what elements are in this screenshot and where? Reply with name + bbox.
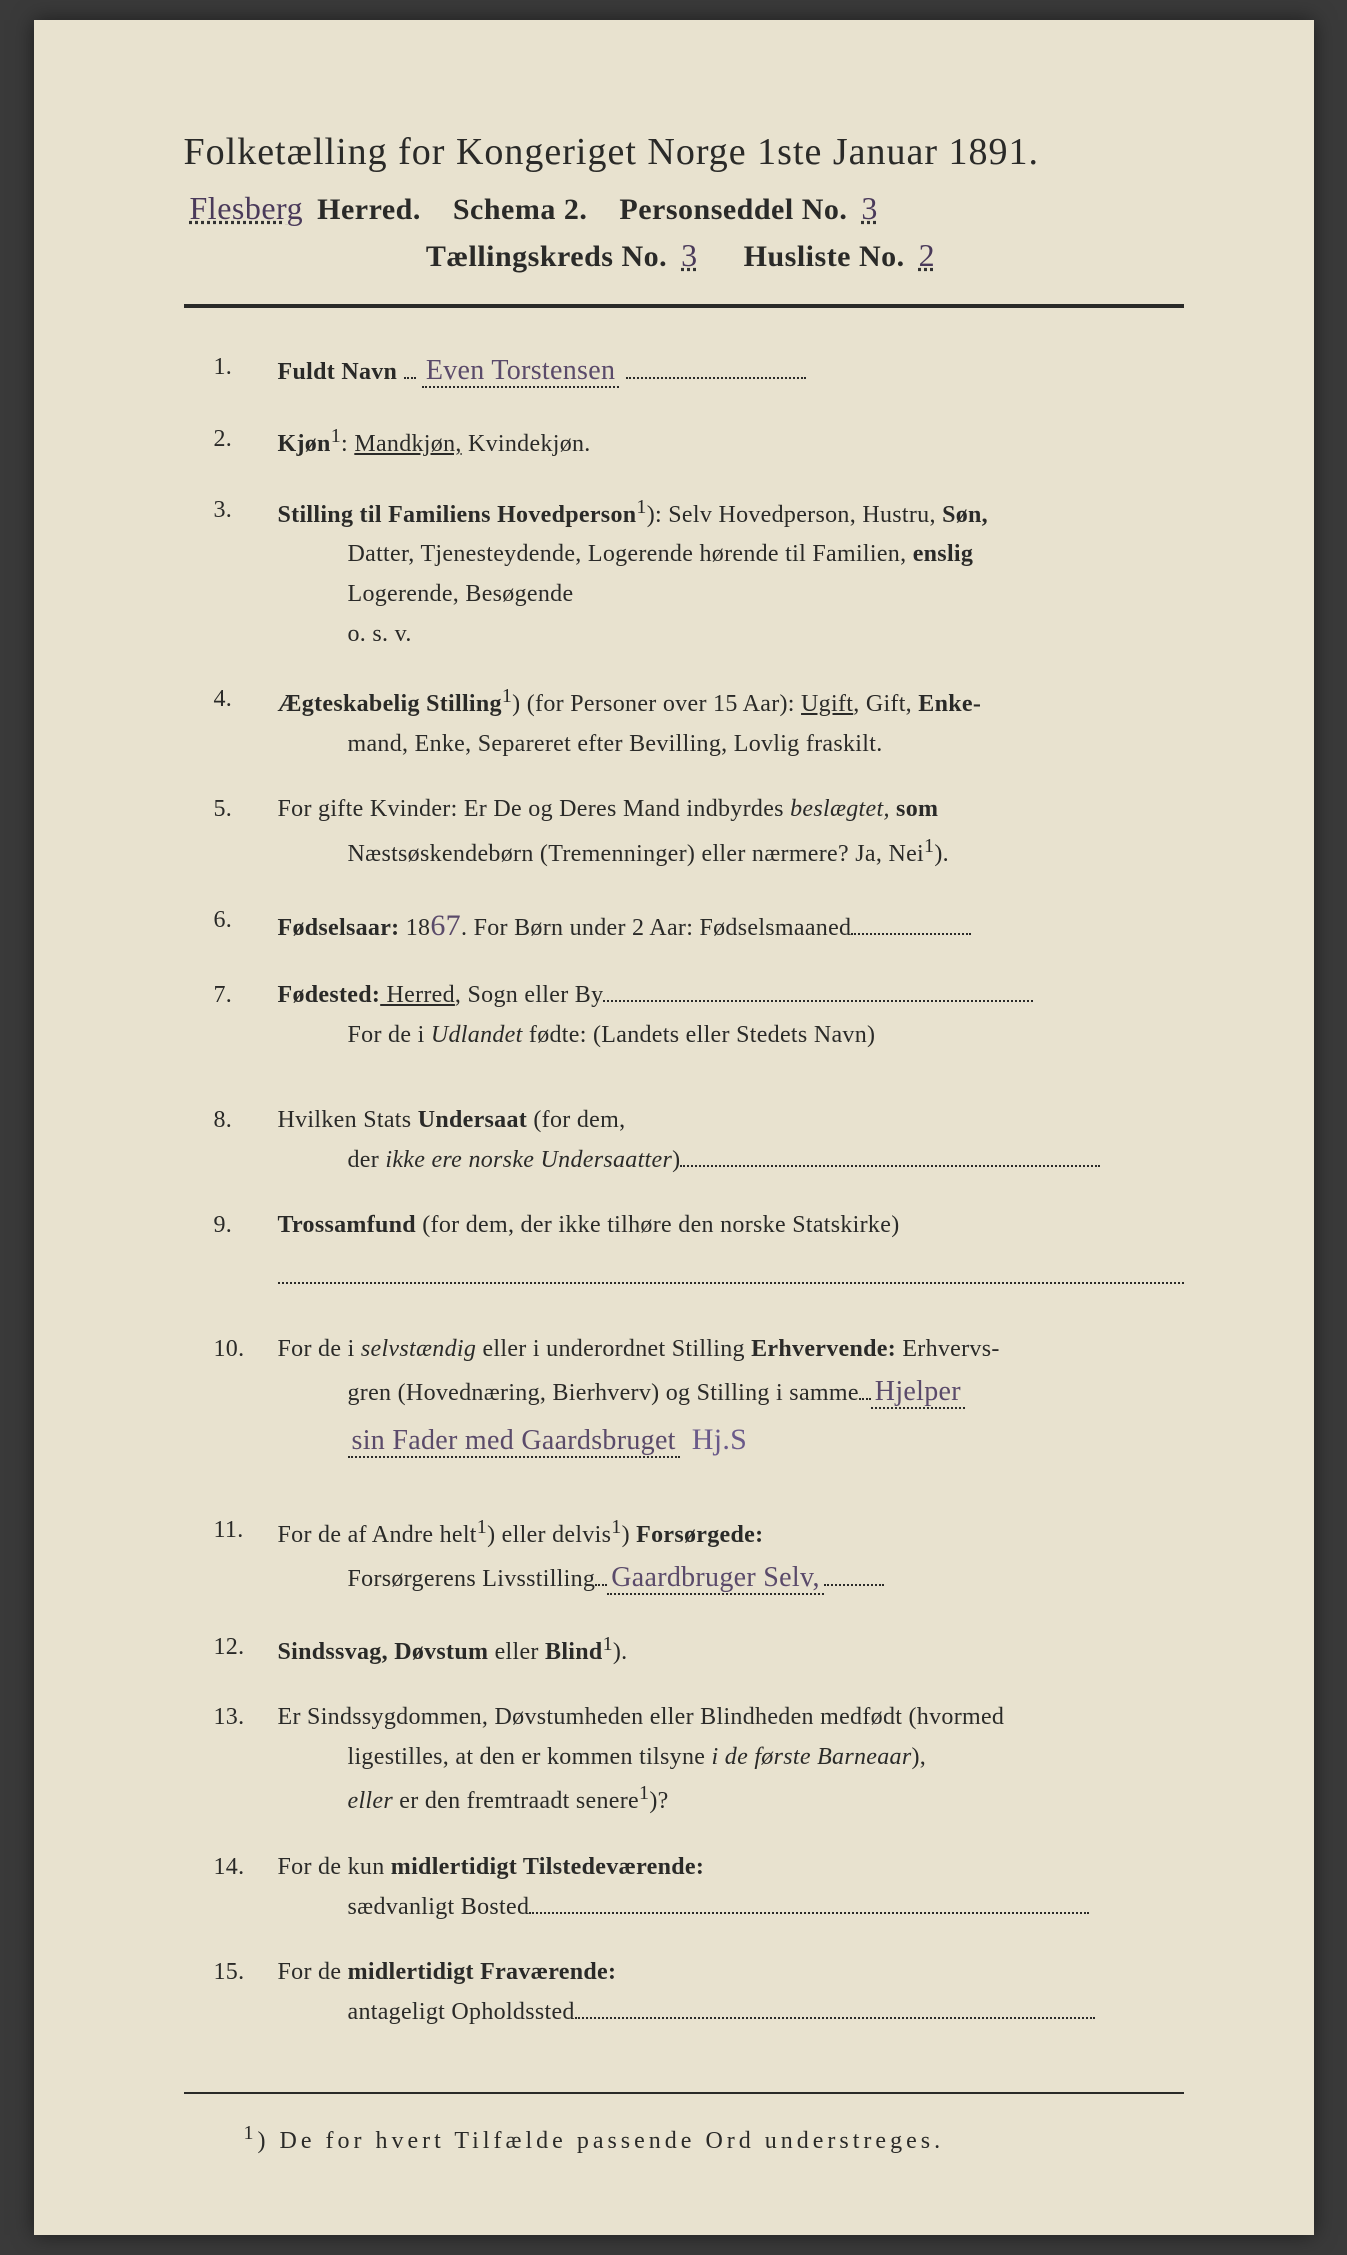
field-label: Fødested: <box>278 982 381 1008</box>
header-line-3: Tællingskreds No. 3 Husliste No. 2 <box>184 237 1184 274</box>
header-divider <box>184 304 1184 308</box>
entry-num: 5. <box>214 790 278 874</box>
entry-content: Trossamfund (for dem, der ikke tilhøre d… <box>278 1206 1184 1283</box>
option-kvindekjon: Kvindekjøn. <box>462 431 591 457</box>
entry-2: 2. Kjøn1: Mandkjøn, Kvindekjøn. <box>214 420 1184 465</box>
entry-num: 4. <box>214 680 278 764</box>
margin-annotation: Hj.S <box>692 1415 747 1465</box>
entry-3: 3. Stilling til Familiens Hovedperson1):… <box>214 491 1184 654</box>
entry-num: 15. <box>214 1953 278 2032</box>
entry-4: 4. Ægteskabelig Stilling1) (for Personer… <box>214 680 1184 764</box>
herred-label: Herred. <box>317 193 421 226</box>
field-label: Fuldt Navn <box>278 359 398 385</box>
entry-1: 1. Fuldt Navn Even Torstensen <box>214 348 1184 394</box>
entry-num: 8. <box>214 1101 278 1180</box>
entry-num: 6. <box>214 901 278 951</box>
taellingskreds-value: 3 <box>675 237 704 274</box>
entry-content: Stilling til Familiens Hovedperson1): Se… <box>278 491 1184 654</box>
entry-content: Hvilken Stats Undersaat (for dem, der ik… <box>278 1101 1184 1180</box>
entry-12: 12. Sindssvag, Døvstum eller Blind1). <box>214 1628 1184 1673</box>
birth-year-value: 67 <box>430 909 461 942</box>
entry-content: For de i selvstændig eller i underordnet… <box>278 1330 1184 1465</box>
entry-5: 5. For gifte Kvinder: Er De og Deres Man… <box>214 790 1184 874</box>
occupation-value-l1: Hjelper <box>871 1376 965 1409</box>
entry-10: 10. For de i selvstændig eller i underor… <box>214 1330 1184 1465</box>
footer-divider <box>184 2092 1184 2094</box>
entry-num: 2. <box>214 420 278 465</box>
entry-9: 9. Trossamfund (for dem, der ikke tilhør… <box>214 1206 1184 1283</box>
entry-11: 11. For de af Andre helt1) eller delvis1… <box>214 1511 1184 1602</box>
entry-num: 1. <box>214 348 278 394</box>
personseddel-label: Personseddel No. <box>619 193 847 226</box>
entry-num: 11. <box>214 1511 278 1602</box>
husliste-label: Husliste No. <box>744 240 905 273</box>
main-title: Folketælling for Kongeriget Norge 1ste J… <box>184 130 1184 174</box>
entry-content: Fuldt Navn Even Torstensen <box>278 348 1184 394</box>
census-form-page: Folketælling for Kongeriget Norge 1ste J… <box>34 20 1314 2235</box>
entry-content: Kjøn1: Mandkjøn, Kvindekjøn. <box>278 420 1184 465</box>
field-label: Trossamfund <box>278 1212 416 1238</box>
entry-content: Fødested: Herred, Sogn eller By For de i… <box>278 976 1184 1055</box>
entry-num: 10. <box>214 1330 278 1465</box>
entry-15: 15. For de midlertidigt Fraværende: anta… <box>214 1953 1184 2032</box>
entry-content: Er Sindssygdommen, Døvstumheden eller Bl… <box>278 1698 1184 1822</box>
entry-content: For gifte Kvinder: Er De og Deres Mand i… <box>278 790 1184 874</box>
entry-num: 12. <box>214 1628 278 1673</box>
entry-14: 14. For de kun midlertidigt Tilstedevære… <box>214 1848 1184 1927</box>
entry-content: Ægteskabelig Stilling1) (for Personer ov… <box>278 680 1184 764</box>
herred-value: Flesberg <box>184 190 310 227</box>
entry-content: Fødselsaar: 1867. For Børn under 2 Aar: … <box>278 901 1184 951</box>
entry-7: 7. Fødested: Herred, Sogn eller By For d… <box>214 976 1184 1055</box>
occupation-value-l2: sin Fader med Gaardsbruget <box>348 1425 680 1458</box>
entry-content: For de midlertidigt Fraværende: antageli… <box>278 1953 1184 2032</box>
field-label: Fødselsaar: <box>278 915 400 941</box>
entry-content: For de kun midlertidigt Tilstedeværende:… <box>278 1848 1184 1927</box>
field-label: Kjøn <box>278 431 331 457</box>
entry-num: 9. <box>214 1206 278 1283</box>
header-block: Folketælling for Kongeriget Norge 1ste J… <box>184 130 1184 274</box>
entry-num: 14. <box>214 1848 278 1927</box>
name-value: Even Torstensen <box>422 355 619 388</box>
header-line-2: Flesberg Herred. Schema 2. Personseddel … <box>184 190 1184 227</box>
entry-content: For de af Andre helt1) eller delvis1) Fo… <box>278 1511 1184 1602</box>
entry-num: 13. <box>214 1698 278 1822</box>
entries-list: 1. Fuldt Navn Even Torstensen 2. Kjøn1: … <box>184 348 1184 2032</box>
entry-8: 8. Hvilken Stats Undersaat (for dem, der… <box>214 1101 1184 1180</box>
provider-value: Gaardbruger Selv, <box>607 1562 824 1595</box>
entry-13: 13. Er Sindssygdommen, Døvstumheden elle… <box>214 1698 1184 1822</box>
husliste-value: 2 <box>913 237 942 274</box>
field-label: Stilling til Familiens Hovedperson <box>278 502 637 528</box>
entry-num: 7. <box>214 976 278 1055</box>
entry-num: 3. <box>214 491 278 654</box>
entry-6: 6. Fødselsaar: 1867. For Børn under 2 Aa… <box>214 901 1184 951</box>
entry-content: Sindssvag, Døvstum eller Blind1). <box>278 1628 1184 1673</box>
personseddel-value: 3 <box>855 190 884 227</box>
schema-label: Schema 2. <box>453 193 588 226</box>
taellingskreds-label: Tællingskreds No. <box>426 240 667 273</box>
footnote: 1) De for hvert Tilfælde passende Ord un… <box>184 2122 1184 2155</box>
option-mandkjon: Mandkjøn, <box>354 431 461 457</box>
field-label: Ægteskabelig Stilling <box>278 691 502 717</box>
